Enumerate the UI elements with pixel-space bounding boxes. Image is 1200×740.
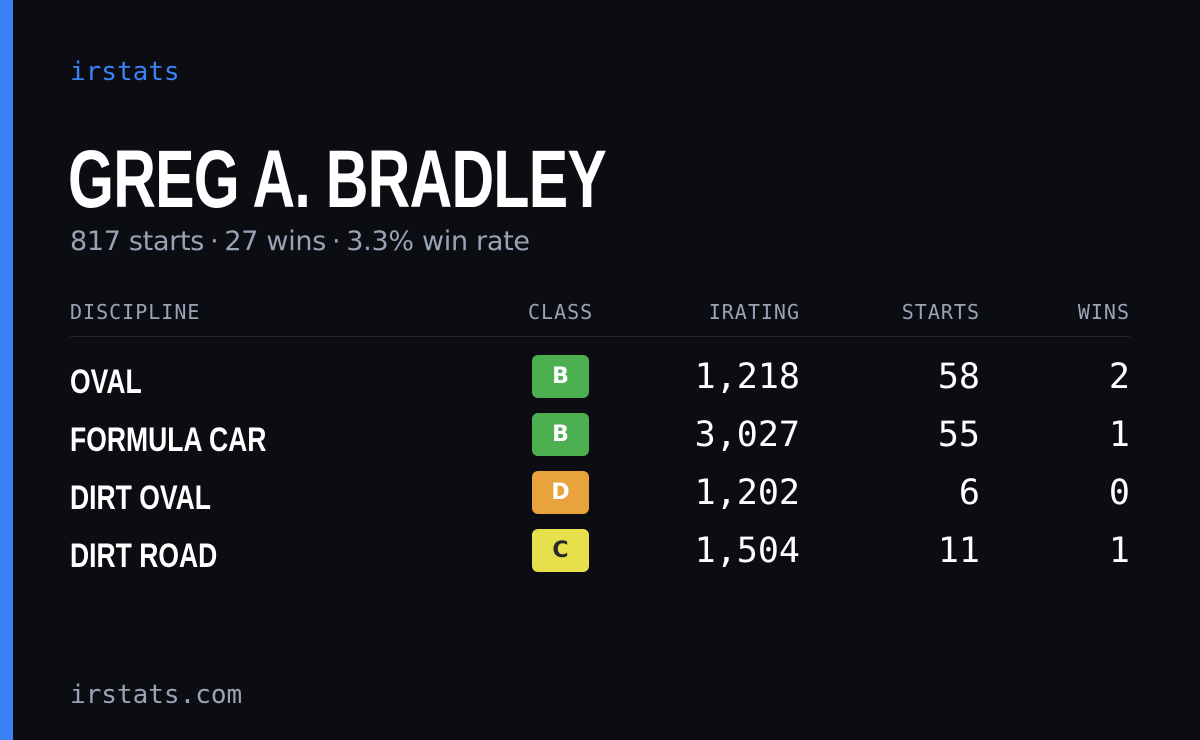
wins-summary: 27 wins [224,226,326,257]
wins-value: 1 [1108,415,1130,455]
table-row: DIRT ROAD C 1,504 11 1 [70,527,1130,585]
license-class-badge: D [532,471,589,514]
table-body: OVAL B 1,218 58 2 FORMULA CAR B 3,027 55… [70,353,1130,585]
wins-value: 2 [1108,357,1130,397]
table-row: OVAL B 1,218 58 2 [70,353,1130,411]
irating-value: 1,202 [694,473,800,513]
discipline-stats-table: DISCIPLINE CLASS IRATING STARTS WINS OVA… [70,300,1130,585]
discipline-name: DIRT ROAD [70,537,218,575]
header-class: CLASS [528,300,594,324]
table-row: FORMULA CAR B 3,027 55 1 [70,411,1130,469]
discipline-name: OVAL [70,363,142,401]
header-discipline: DISCIPLINE [70,300,201,324]
starts-summary: 817 starts [70,226,205,257]
accent-bar [0,0,13,740]
brand-logo-text: irstats [70,57,180,87]
header-wins: WINS [1077,300,1130,324]
separator: · [331,226,341,257]
license-class-badge: B [532,355,589,398]
table-row: DIRT OVAL D 1,202 6 0 [70,469,1130,527]
discipline-name: DIRT OVAL [70,479,211,517]
header-irating: IRATING [708,300,800,324]
starts-value: 11 [937,531,980,571]
wins-value: 1 [1108,531,1130,571]
separator: · [210,226,219,257]
driver-name: GREG A. BRADLEY [68,134,607,225]
starts-value: 58 [937,357,980,397]
starts-value: 55 [937,415,980,455]
driver-summary: 817 starts · 27 wins · 3.3% win rate [70,226,530,257]
irating-value: 1,218 [694,357,800,397]
table-header: DISCIPLINE CLASS IRATING STARTS WINS [70,300,1130,337]
irating-value: 1,504 [694,531,800,571]
license-class-badge: C [532,529,589,572]
irating-value: 3,027 [694,415,800,455]
header-starts: STARTS [901,300,980,324]
footer-url: irstats.com [70,680,243,710]
starts-value: 6 [958,473,980,513]
win-rate-summary: 3.3% win rate [346,226,530,257]
wins-value: 0 [1108,473,1130,513]
discipline-name: FORMULA CAR [70,421,267,459]
license-class-badge: B [532,413,589,456]
